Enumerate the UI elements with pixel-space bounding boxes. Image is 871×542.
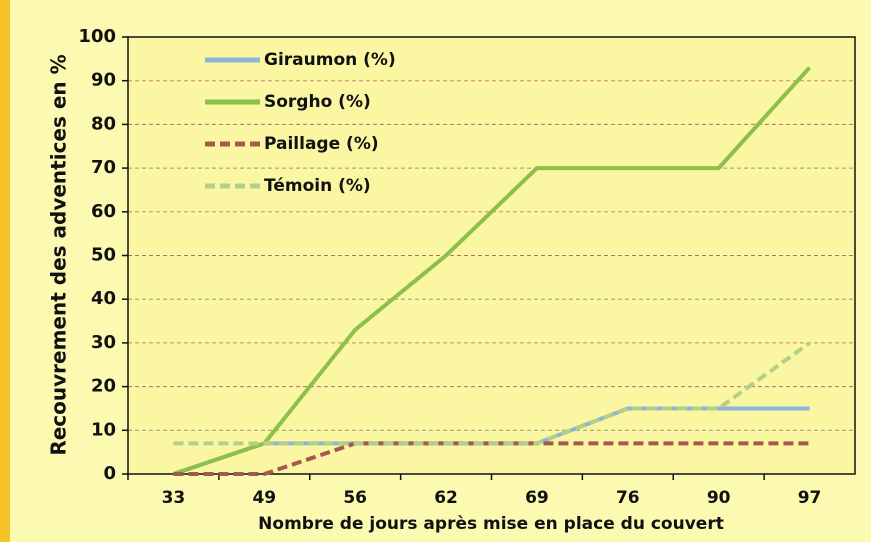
y-tick-label: 50 [91,245,116,266]
y-tick-label: 20 [91,376,116,397]
y-tick-label: 60 [91,201,116,222]
legend-label: Sorgho (%) [264,92,371,112]
side-stripe [0,0,10,542]
y-tick-label: 40 [91,288,116,309]
series-line [172,66,812,476]
y-tick-label: 100 [78,26,116,47]
y-tick-label: 70 [91,157,116,178]
y-tick-label: 10 [91,419,116,440]
x-tick-label: 90 [707,488,731,508]
legend-label: Témoin (%) [264,176,371,196]
y-tick-label: 80 [91,113,116,134]
x-tick-label: 56 [343,488,367,508]
legend-label: Paillage (%) [264,134,379,154]
x-tick-label: 69 [525,488,549,508]
x-tick-label: 97 [798,488,822,508]
legend-label: Giraumon (%) [264,50,396,70]
y-tick-label: 0 [103,463,116,484]
x-tick-label: 49 [252,488,276,508]
x-tick-label: 76 [616,488,640,508]
y-axis-title: Recouvrement des adventices en % [47,54,71,455]
x-tick-label: 33 [162,488,186,508]
x-tick-label: 62 [434,488,458,508]
x-axis-title: Nombre de jours après mise en place du c… [258,514,724,534]
y-tick-label: 30 [91,332,116,353]
y-tick-label: 90 [91,70,116,91]
series-line [173,341,811,446]
